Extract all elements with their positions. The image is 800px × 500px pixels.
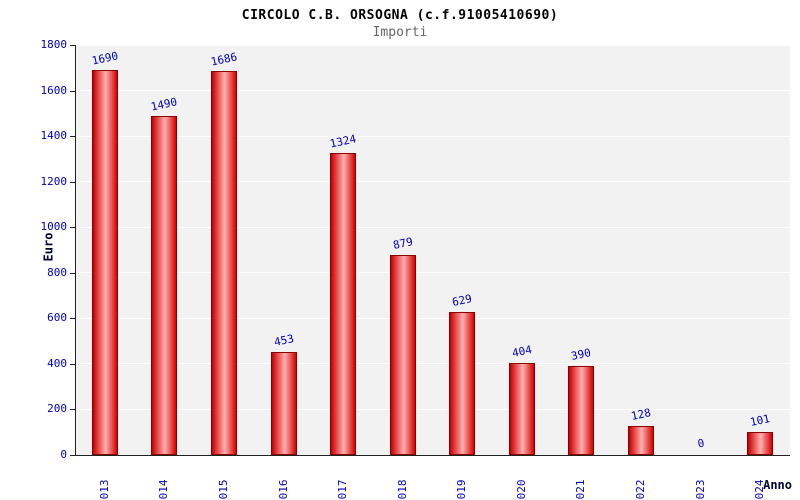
bar-2016 [271,352,297,455]
x-tick-label: 2020 [515,479,528,500]
x-tick-label: 2024 [753,479,766,500]
bar-2021 [568,366,594,455]
y-axis-title: Euro [41,232,56,262]
x-tick-label: 2022 [634,479,647,500]
x-tick-label: 2019 [455,479,468,500]
y-tick-label: 1600 [40,83,68,97]
y-tick-label: 1800 [40,38,68,51]
x-axis-title: Anno [763,478,792,492]
y-tick-label: 800 [47,265,67,279]
y-tick-label: 400 [47,356,67,370]
plot-area [75,44,790,455]
y-tick-label: 1400 [40,129,68,143]
bar-2013 [92,70,118,455]
y-tick-mark [70,45,75,46]
gridline [75,90,790,92]
gridline [75,363,790,365]
gridline [75,44,790,46]
y-axis-line [75,45,76,456]
x-axis-line [75,455,790,456]
x-tick-label: 2014 [157,479,170,500]
y-tick-mark [70,455,75,456]
y-tick-mark [70,90,75,92]
y-tick-mark [70,363,75,365]
y-tick-mark [70,181,75,183]
x-tick-label: 2021 [574,479,587,500]
chart-title: CIRCOLO C.B. ORSOGNA (c.f.91005410690) [241,8,559,23]
x-tick-label: 2017 [336,479,349,500]
bar-2022 [628,426,654,455]
y-tick-mark [70,272,75,274]
y-tick-label: 200 [47,402,67,416]
bar-2019 [449,312,475,455]
gridline [75,135,790,137]
bar-2015 [211,71,237,455]
bar-2018 [390,255,416,455]
gridline [75,272,790,274]
bar-2014 [151,116,177,455]
x-tick-label: 2013 [98,479,111,500]
gridline [75,226,790,228]
x-tick-label: 2015 [217,479,230,500]
gridline [75,317,790,319]
y-tick-mark [70,318,75,320]
bar-2020 [509,363,535,455]
y-tick-mark [70,136,75,138]
y-tick-mark [70,227,75,229]
y-tick-mark [70,409,75,411]
y-tick-label: 0 [60,448,67,461]
bar-2024 [747,432,773,455]
x-tick-label: 2018 [396,479,409,500]
y-tick-label: 1000 [40,220,68,234]
x-tick-label: 2016 [277,479,290,500]
chart-subtitle: Importi [372,25,428,40]
bar-2017 [330,153,356,455]
gridline [75,181,790,183]
y-tick-label: 600 [47,311,67,325]
y-tick-label: 1200 [40,174,68,188]
gridline [75,408,790,410]
x-tick-label: 2023 [694,479,707,500]
